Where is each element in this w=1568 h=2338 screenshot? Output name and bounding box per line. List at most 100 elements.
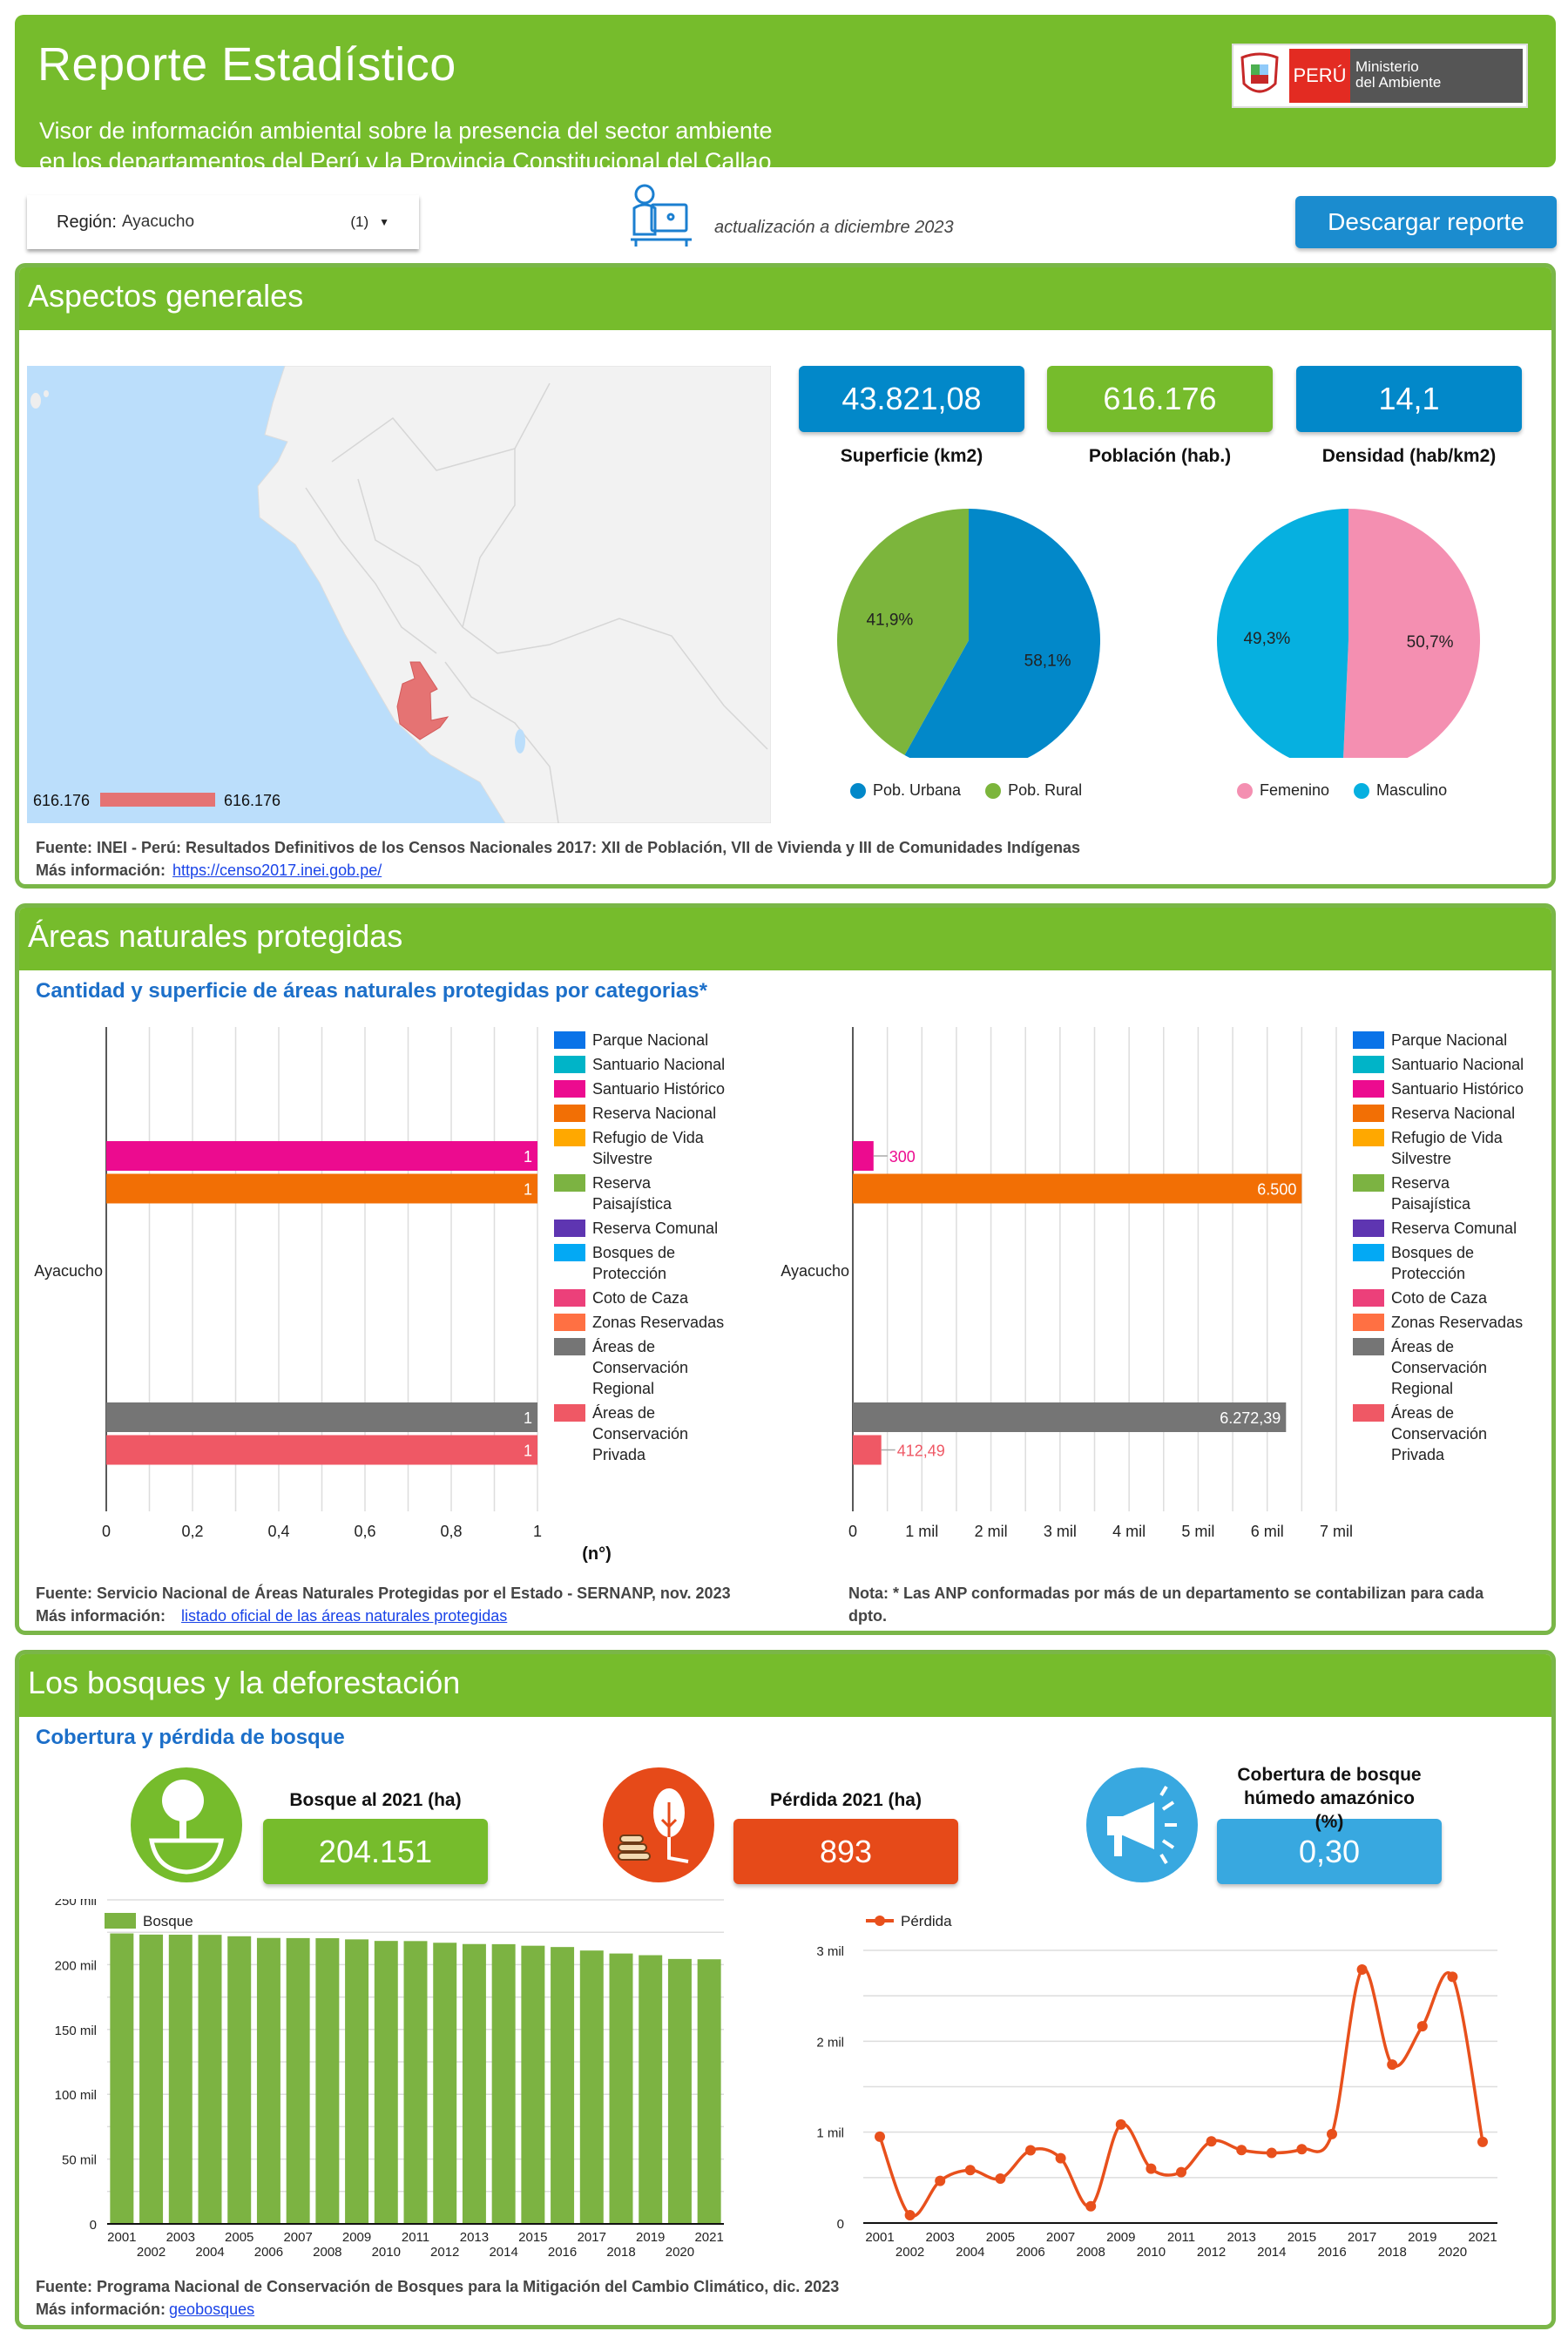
x-tick-label: 6 mil — [1251, 1523, 1284, 1540]
section-title: Aspectos generales — [19, 267, 1551, 330]
legend-dot — [1237, 782, 1253, 799]
legend-item: Coto de Caza — [554, 1287, 728, 1308]
urban-rural-pie: 58,1% 41,9% — [836, 509, 1100, 758]
legend-swatch — [1353, 1314, 1384, 1331]
pie-label: 49,3% — [1243, 630, 1290, 648]
anp-note: Nota: * Las ANP conformadas por más de u… — [848, 1585, 1484, 1625]
legend-label: Reserva Paisajística — [592, 1174, 672, 1213]
region-label: Región: — [57, 212, 117, 232]
y-tick-label: 0 — [90, 2218, 97, 2233]
pie-label: 41,9% — [866, 611, 913, 629]
data-point — [1025, 2145, 1036, 2156]
x-tick-label: 2003 — [926, 2230, 955, 2245]
download-report-button[interactable]: Descargar reporte — [1295, 196, 1557, 248]
x-tick-label: 2013 — [460, 2230, 489, 2245]
bar — [697, 1959, 721, 2224]
legend-item: Reserva Comunal — [554, 1218, 728, 1239]
bar-value-label: 1 — [524, 1409, 532, 1427]
data-point — [964, 2165, 976, 2176]
legend-label: Coto de Caza — [592, 1289, 689, 1307]
pie-slice — [836, 509, 969, 755]
y-tick-label: 150 mil — [55, 2024, 97, 2038]
pie-slice — [1343, 509, 1480, 758]
legend-swatch — [1353, 1105, 1384, 1122]
legend-marker — [875, 1916, 885, 1926]
legend-swatch — [105, 1913, 136, 1929]
bar-value-label: 6.500 — [1257, 1181, 1296, 1199]
x-tick-label: 2018 — [606, 2245, 635, 2260]
bar — [110, 1933, 134, 2224]
legend-swatch — [554, 1105, 585, 1122]
bar-value-label: 300 — [889, 1148, 916, 1166]
y-tick-label: 2 mil — [816, 2035, 844, 2050]
x-tick-label: 2003 — [166, 2230, 195, 2245]
sex-pie: 50,7% 49,3% — [1217, 509, 1480, 758]
y-tick-label: 50 mil — [62, 2153, 97, 2168]
tree-logs-icon — [603, 1767, 714, 1882]
bar — [106, 1402, 537, 1432]
y-tick-label: 200 mil — [55, 1958, 97, 1973]
legend-swatch — [554, 1031, 585, 1049]
x-tick-label: 2021 — [694, 2230, 723, 2245]
x-tick-label: 2015 — [1288, 2230, 1316, 2245]
kpi-label: Bosque al 2021 (ha) — [289, 1790, 462, 1810]
y-tick-label: 1 mil — [816, 2126, 844, 2141]
legend-item: Áreas de Conservación Privada — [554, 1402, 728, 1465]
legend-swatch — [1353, 1338, 1384, 1355]
bar-value-label: 1 — [524, 1443, 532, 1460]
category-label: Ayacucho — [781, 1262, 849, 1280]
x-tick-label: 2004 — [956, 2245, 984, 2260]
legend-swatch — [1353, 1080, 1384, 1098]
x-tick-label: 0,4 — [267, 1523, 289, 1540]
legend-item: Santuario Histórico — [554, 1078, 728, 1099]
legend-swatch — [1353, 1244, 1384, 1261]
data-point — [1327, 2128, 1337, 2139]
legend-swatch — [1353, 1174, 1384, 1192]
legend-swatch — [554, 1220, 585, 1237]
bar — [403, 1941, 428, 2224]
data-point — [904, 2210, 916, 2221]
region-map[interactable]: 616.176 616.176 — [27, 366, 771, 823]
forest-subtitle: Cobertura y pérdida de bosque — [36, 1726, 345, 1749]
x-tick-label: 2016 — [548, 2245, 577, 2260]
legend-item: Parque Nacional — [554, 1030, 728, 1051]
legend-label: Reserva Paisajística — [1391, 1174, 1471, 1213]
bar-value-label: 1 — [524, 1181, 532, 1199]
x-tick-label: 2001 — [865, 2230, 894, 2245]
kpi-value: 616.176 — [1047, 366, 1273, 432]
subtitle-line: Visor de información ambiental sobre la … — [39, 118, 773, 144]
region-dropdown[interactable]: Región: Ayacucho (1) ▼ — [27, 195, 419, 249]
more-info-link[interactable]: geobosques — [169, 2301, 255, 2318]
x-tick-label: 7 mil — [1320, 1523, 1353, 1540]
data-point — [935, 2175, 946, 2186]
kpi-label: Densidad (hab/km2) — [1321, 446, 1497, 466]
x-tick-label: 2008 — [313, 2245, 341, 2260]
legend-label: Reserva Comunal — [1391, 1220, 1517, 1237]
bar — [853, 1435, 882, 1465]
legend-item: Coto de Caza — [1353, 1287, 1527, 1308]
region-count: (1) — [350, 213, 369, 230]
map-legend-max: 616.176 — [224, 792, 280, 809]
legend-item: Zonas Reservadas — [1353, 1312, 1527, 1333]
more-info-link[interactable]: listado oficial de las áreas naturales p… — [181, 1607, 508, 1625]
kpi-value: 204.151 — [263, 1819, 488, 1884]
anp-subtitle: Cantidad y superficie de áreas naturales… — [36, 979, 707, 1003]
x-tick-label: 2018 — [1378, 2245, 1407, 2260]
urban-rural-legend: Pob. Urbana Pob. Rural — [850, 781, 1082, 800]
legend-label: Masculino — [1376, 781, 1448, 799]
bar — [579, 1950, 604, 2224]
bar — [491, 1943, 516, 2224]
logo-ministry-line: del Ambiente — [1355, 74, 1442, 91]
x-tick-label: 1 — [533, 1523, 542, 1540]
legend-item: Bosques de Protección — [1353, 1242, 1527, 1284]
pie-slice — [904, 509, 1100, 758]
x-tick-label: 2016 — [1317, 2245, 1346, 2260]
legend-swatch — [1353, 1289, 1384, 1307]
legend-label: Santuario Nacional — [1391, 1056, 1524, 1073]
ayacucho-region[interactable] — [396, 661, 449, 740]
bar — [315, 1938, 340, 2224]
bar — [433, 1943, 457, 2224]
more-info-label: Más información: — [36, 2301, 166, 2318]
bar-value-label: 6.272,39 — [1220, 1409, 1281, 1427]
more-info-link[interactable]: https://censo2017.inei.gob.pe/ — [172, 862, 382, 879]
